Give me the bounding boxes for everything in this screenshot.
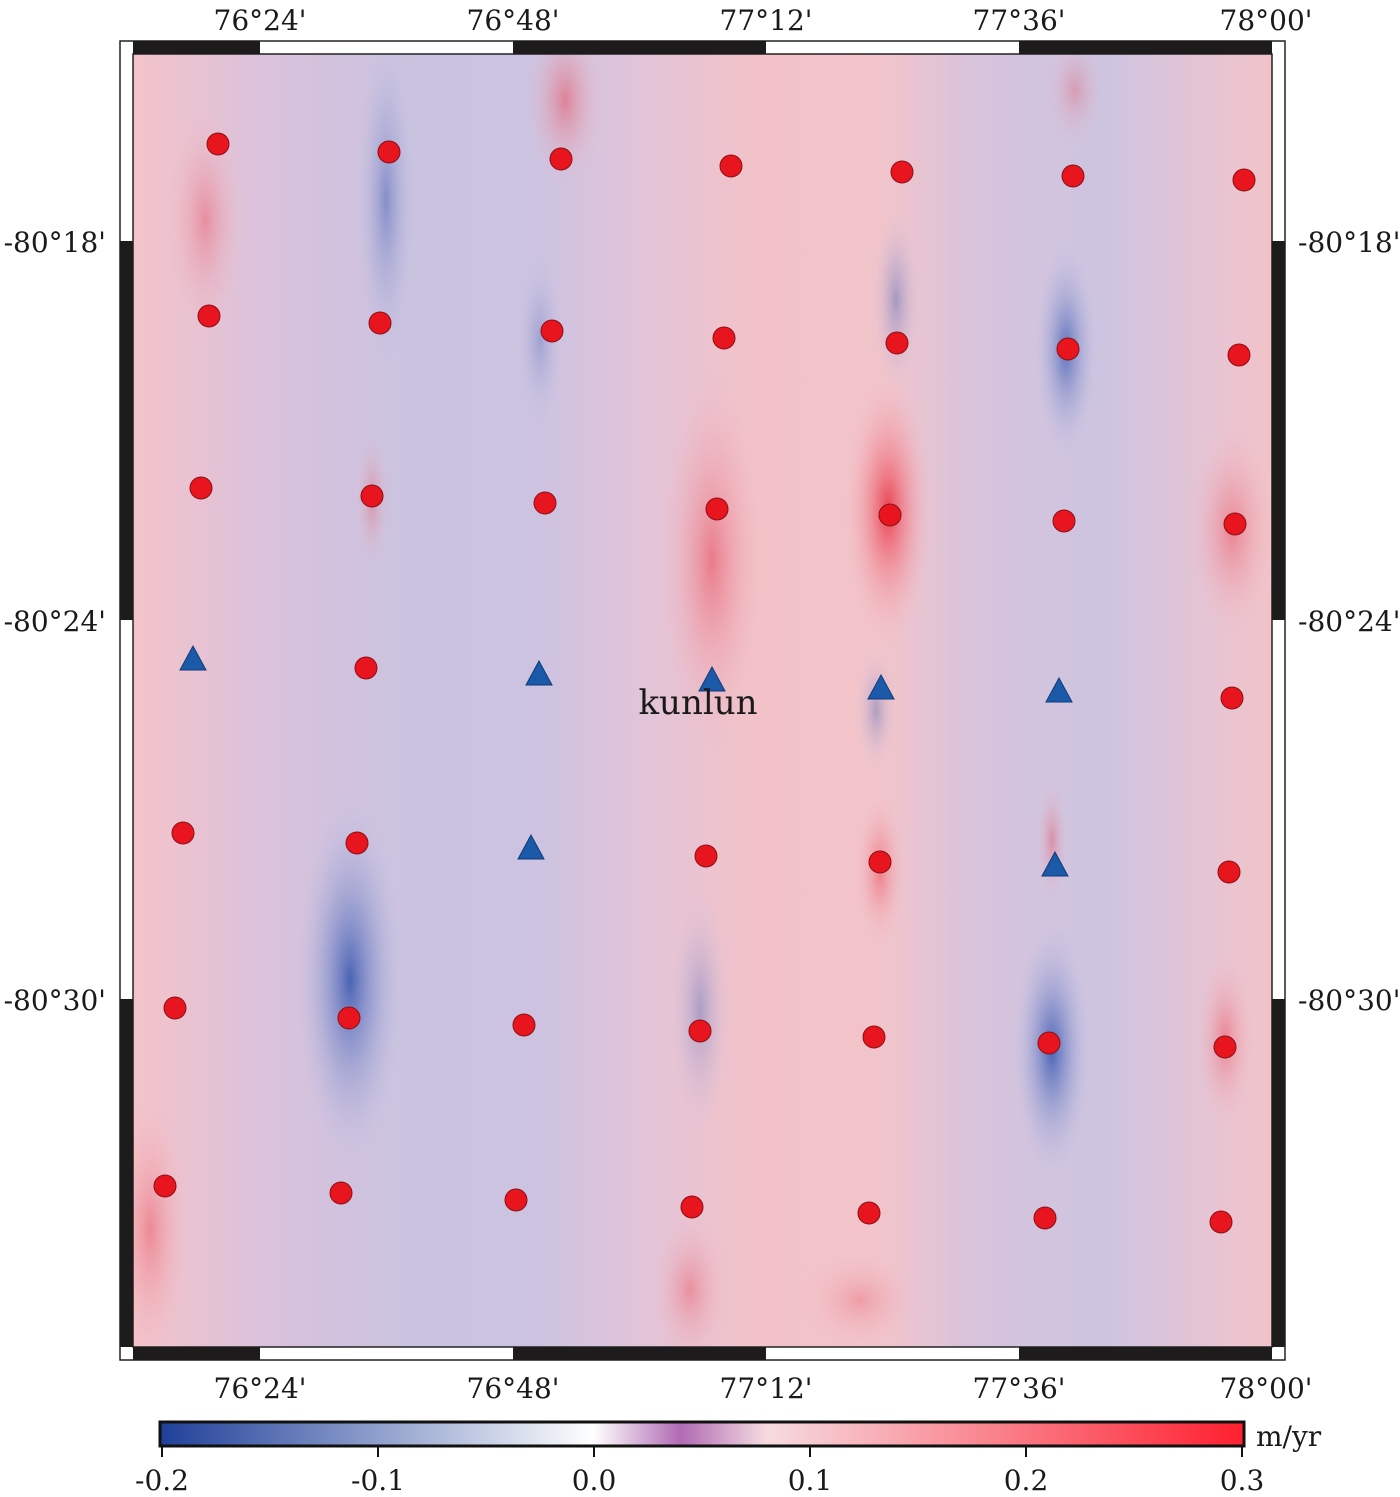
velocity-point-circle <box>862 1025 886 1049</box>
gps-station-triangle <box>525 659 553 686</box>
gps-station-triangle <box>867 673 895 700</box>
left-lat-label: -80°30' <box>4 984 106 1017</box>
bottom-lon-label: 78°00' <box>1220 1372 1313 1405</box>
velocity-point-circle <box>1220 686 1244 710</box>
velocity-point-circle <box>329 1181 353 1205</box>
colorbar-tick-label: -0.2 <box>135 1464 189 1497</box>
station-label-kunlun: kunlun <box>638 683 757 723</box>
velocity-point-circle <box>153 1174 177 1198</box>
velocity-point-circle <box>868 850 892 874</box>
right-lat-label: -80°30' <box>1298 984 1400 1017</box>
velocity-point-circle <box>533 491 557 515</box>
velocity-point-circle <box>171 821 195 845</box>
left-latitude-labels: -80°18' -80°24' -80°30' <box>4 226 106 1017</box>
velocity-point-circle <box>857 1201 881 1225</box>
bottom-lon-label: 76°24' <box>214 1372 307 1405</box>
velocity-point-circle <box>504 1188 528 1212</box>
left-lat-label: -80°24' <box>4 605 106 638</box>
colorbar-tick-label: 0.3 <box>1220 1464 1265 1497</box>
marker-layer <box>153 132 1256 1234</box>
frame-bar-bottom <box>133 1347 260 1360</box>
velocity-point-circle <box>694 844 718 868</box>
top-lon-label: 77°36' <box>973 4 1066 37</box>
velocity-point-circle <box>1223 512 1247 536</box>
bottom-lon-label: 77°36' <box>973 1372 1066 1405</box>
velocity-point-circle <box>549 147 573 171</box>
velocity-point-circle <box>890 160 914 184</box>
frame-bar-left <box>120 241 133 620</box>
velocity-point-circle <box>189 476 213 500</box>
velocity-point-circle <box>878 503 902 527</box>
colorbar-tick-label: 0.2 <box>1004 1464 1049 1497</box>
frame-bar-top <box>1019 41 1272 54</box>
velocity-point-circle <box>345 831 369 855</box>
bottom-longitude-labels: 76°24' 76°48' 77°12' 77°36' 78°00' <box>214 1372 1313 1405</box>
velocity-point-circle <box>360 484 384 508</box>
colorbar-unit: m/yr <box>1256 1420 1322 1453</box>
top-lon-label: 76°48' <box>467 4 560 37</box>
gps-station-triangle <box>698 665 726 692</box>
colorbar-tick-label: 0.1 <box>788 1464 833 1497</box>
colorbar: m/yr -0.2 -0.1 0.0 0.1 0.2 0.3 <box>135 1420 1322 1497</box>
bottom-lon-label: 77°12' <box>720 1372 813 1405</box>
frame-bar-top <box>133 41 260 54</box>
velocity-point-circle <box>1209 1210 1233 1234</box>
velocity-point-circle <box>354 656 378 680</box>
velocity-point-circle <box>368 311 392 335</box>
frame-bar-left <box>120 999 133 1347</box>
frame-bar-right <box>1272 999 1285 1347</box>
velocity-point-circle <box>719 154 743 178</box>
velocity-point-circle <box>377 140 401 164</box>
top-lon-label: 76°24' <box>214 4 307 37</box>
top-longitude-labels: 76°24' 76°48' 77°12' 77°36' 78°00' <box>214 4 1313 37</box>
right-latitude-labels: -80°18' -80°24' -80°30' <box>1298 226 1400 1017</box>
gps-station-triangle <box>1041 850 1069 877</box>
velocity-point-circle <box>1056 337 1080 361</box>
velocity-point-circle <box>712 326 736 350</box>
frame-bar-top <box>513 41 766 54</box>
frame-bar-right <box>1272 241 1285 620</box>
right-lat-label: -80°18' <box>1298 226 1400 259</box>
frame-bar-bottom <box>1019 1347 1272 1360</box>
velocity-point-circle <box>1037 1031 1061 1055</box>
velocity-point-circle <box>1217 860 1241 884</box>
left-lat-label: -80°18' <box>4 226 106 259</box>
frame-bar-bottom <box>513 1347 766 1360</box>
velocity-point-circle <box>688 1019 712 1043</box>
velocity-point-circle <box>206 132 230 156</box>
velocity-point-circle <box>1232 168 1256 192</box>
velocity-point-circle <box>885 331 909 355</box>
top-lon-label: 78°00' <box>1220 4 1313 37</box>
velocity-point-circle <box>1061 164 1085 188</box>
gps-station-triangle <box>517 833 545 860</box>
velocity-point-circle <box>1227 343 1251 367</box>
gps-station-triangle <box>1045 676 1073 703</box>
velocity-point-circle <box>512 1013 536 1037</box>
velocity-point-circle <box>1033 1206 1057 1230</box>
velocity-point-circle <box>1052 509 1076 533</box>
velocity-point-circle <box>1213 1035 1237 1059</box>
gps-station-triangle <box>179 644 207 671</box>
colorbar-tick-label: -0.1 <box>351 1464 405 1497</box>
colorbar-ticks <box>161 1447 1243 1457</box>
velocity-point-circle <box>705 497 729 521</box>
colorbar-gradient <box>158 1420 1246 1448</box>
bottom-lon-label: 76°48' <box>467 1372 560 1405</box>
velocity-field <box>133 54 1272 1347</box>
colorbar-tick-label: 0.0 <box>572 1464 617 1497</box>
right-lat-label: -80°24' <box>1298 605 1400 638</box>
velocity-point-circle <box>680 1195 704 1219</box>
velocity-point-circle <box>197 304 221 328</box>
velocity-point-circle <box>163 996 187 1020</box>
velocity-point-circle <box>337 1006 361 1030</box>
map-frame <box>119 40 1286 1361</box>
top-lon-label: 77°12' <box>720 4 813 37</box>
velocity-point-circle <box>540 319 564 343</box>
